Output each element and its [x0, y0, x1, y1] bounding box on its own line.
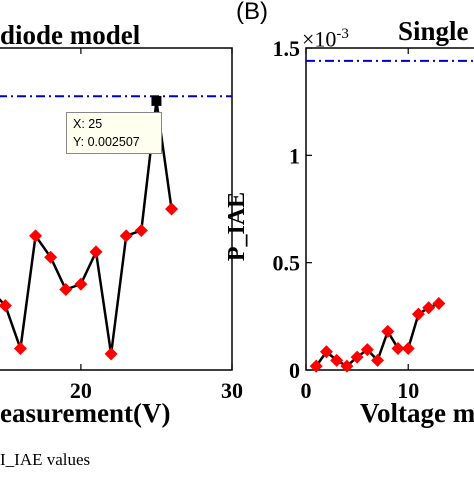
- left-highlighted-point: [151, 96, 161, 106]
- left-data-point: [120, 229, 133, 242]
- left-data-point: [135, 224, 148, 237]
- right-y-tick-label: 0.5: [273, 251, 301, 276]
- right-y-axis-label: P_IAE: [224, 192, 251, 261]
- right-x-axis-label: Voltage m: [360, 398, 474, 429]
- left-data-point: [165, 203, 178, 216]
- right-axes-frame: [306, 48, 474, 370]
- right-data-point: [381, 325, 394, 338]
- datatip-y: Y: 0.002507: [73, 133, 161, 151]
- right-data-point: [412, 308, 425, 321]
- right-exponent-power: -3: [336, 26, 349, 42]
- panel-b-label: (B): [236, 0, 268, 26]
- right-exponent-base: ×10: [302, 26, 336, 51]
- left-data-point: [105, 347, 118, 360]
- right-y-tick-label: 1.5: [273, 36, 301, 61]
- left-data-point: [74, 278, 87, 291]
- left-data-point: [90, 245, 103, 258]
- left-data-point: [14, 342, 27, 355]
- right-y-tick-label: 0: [289, 358, 300, 383]
- right-data-point: [402, 342, 415, 355]
- caption: I_IAE values: [0, 450, 90, 470]
- right-chart-title: Single: [398, 16, 469, 47]
- right-x-tick-label: 0: [301, 378, 312, 403]
- right-exponent-label: ×10-3: [302, 26, 349, 52]
- left-data-point: [59, 283, 72, 296]
- left-x-axis-label: easurement(V): [0, 398, 170, 429]
- right-y-tick-label: 1: [289, 143, 300, 168]
- datatip-box: X: 25 Y: 0.002507: [66, 112, 162, 154]
- datatip-x: X: 25: [73, 115, 161, 133]
- left-chart-title: diode model: [0, 20, 140, 51]
- left-x-tick-label: 30: [221, 378, 243, 403]
